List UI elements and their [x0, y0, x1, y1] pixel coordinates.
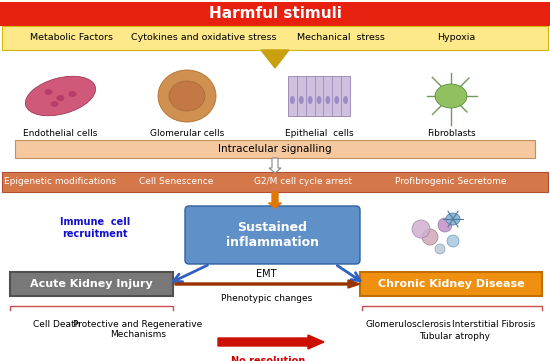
Bar	[0, 2, 550, 26]
Text: Chronic Kidney Disease: Chronic Kidney Disease	[378, 279, 524, 289]
FancyArrow shape	[175, 280, 360, 288]
FancyBboxPatch shape	[185, 206, 360, 264]
FancyArrow shape	[218, 335, 324, 349]
Text: Protective and Regenerative
Mechanisms: Protective and Regenerative Mechanisms	[73, 320, 202, 339]
Circle shape	[447, 235, 459, 247]
Ellipse shape	[334, 96, 339, 104]
Ellipse shape	[316, 96, 322, 104]
Text: Acute Kidney Injury: Acute Kidney Injury	[30, 279, 153, 289]
Bar	[360, 272, 542, 296]
Text: Intracelular signalling: Intracelular signalling	[218, 144, 332, 154]
Text: Endothelial cells: Endothelial cells	[23, 129, 98, 138]
Ellipse shape	[158, 70, 216, 122]
Text: Epithelial  cells: Epithelial cells	[285, 129, 353, 138]
Text: Glomerular cells: Glomerular cells	[150, 129, 224, 138]
Bar	[10, 272, 173, 296]
Ellipse shape	[307, 96, 312, 104]
Ellipse shape	[57, 95, 64, 101]
Text: Cell Senescence: Cell Senescence	[139, 178, 213, 187]
Text: Glomerulosclerosis: Glomerulosclerosis	[365, 320, 451, 329]
Ellipse shape	[326, 96, 331, 104]
Ellipse shape	[69, 91, 76, 97]
Text: EMT: EMT	[256, 269, 277, 279]
Text: Epigenetic modifications: Epigenetic modifications	[4, 178, 117, 187]
Bar	[2, 26, 548, 50]
Text: Cell Death: Cell Death	[34, 320, 81, 329]
Text: Profibrogenic Secretome: Profibrogenic Secretome	[395, 178, 507, 187]
Text: Metabolic Factors: Metabolic Factors	[30, 34, 113, 43]
Ellipse shape	[343, 96, 348, 104]
Circle shape	[435, 244, 445, 254]
Circle shape	[438, 218, 452, 232]
Text: Immune  cell
recruitment: Immune cell recruitment	[60, 217, 130, 239]
Circle shape	[412, 220, 430, 238]
Text: Phenotypic changes: Phenotypic changes	[221, 294, 312, 303]
Ellipse shape	[435, 84, 467, 108]
Bar	[288, 76, 350, 116]
Text: G2/M cell cycle arrest: G2/M cell cycle arrest	[254, 178, 351, 187]
Text: Interstitial Fibrosis: Interstitial Fibrosis	[452, 320, 536, 329]
Ellipse shape	[169, 81, 205, 111]
FancyArrow shape	[268, 192, 282, 208]
Text: Harmful stimuli: Harmful stimuli	[208, 6, 342, 22]
Text: No resolution: No resolution	[231, 356, 305, 361]
Text: Tubular atrophy: Tubular atrophy	[420, 332, 491, 341]
Text: Fibroblasts: Fibroblasts	[427, 129, 475, 138]
Ellipse shape	[290, 96, 295, 104]
Bar	[2, 172, 548, 192]
Bar	[15, 140, 535, 158]
Ellipse shape	[45, 89, 52, 95]
Ellipse shape	[51, 101, 58, 107]
Text: Sustained
inflammation: Sustained inflammation	[226, 221, 319, 249]
Circle shape	[422, 229, 438, 245]
Text: Mechanical  stress: Mechanical stress	[297, 34, 385, 43]
Ellipse shape	[446, 213, 460, 225]
Text: Hypoxia: Hypoxia	[437, 34, 476, 43]
Polygon shape	[261, 50, 289, 68]
FancyArrow shape	[269, 158, 281, 173]
Ellipse shape	[25, 76, 96, 116]
Text: Cytokines and oxidative stress: Cytokines and oxidative stress	[131, 34, 276, 43]
Ellipse shape	[299, 96, 304, 104]
